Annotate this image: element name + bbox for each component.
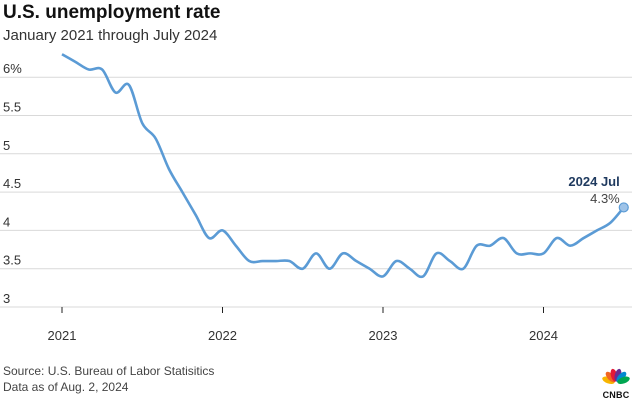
series-line-unemployment [61,53,625,279]
source-note: Source: U.S. Bureau of Labor Statisitics [3,364,215,378]
peacock-icon [602,368,630,385]
annotation-label: 2024 Jul [568,174,619,189]
data-date-note: Data as of Aug. 2, 2024 [3,380,129,394]
y-tick-label: 5.5 [3,100,21,115]
y-tick-label: 6% [3,61,22,76]
chart-subtitle: January 2021 through July 2024 [3,27,218,44]
x-tick-label: 2023 [369,328,398,343]
y-tick-label: 5 [3,138,10,153]
y-tick-label: 3.5 [3,253,21,268]
peacock-feather [617,376,630,385]
y-tick-label: 3 [3,291,10,306]
x-tick-label: 2024 [529,328,558,343]
cnbc-logo-text: CNBC [602,390,630,400]
x-tick-label: 2022 [208,328,237,343]
y-tick-label: 4.5 [3,176,21,191]
y-tick-label: 4 [3,214,10,229]
annotation-value: 4.3% [590,191,620,206]
cnbc-logo: CNBC [599,366,633,400]
last-point-marker [618,202,629,213]
x-tick-label: 2021 [48,328,77,343]
chart-title: U.S. unemployment rate [3,2,221,23]
